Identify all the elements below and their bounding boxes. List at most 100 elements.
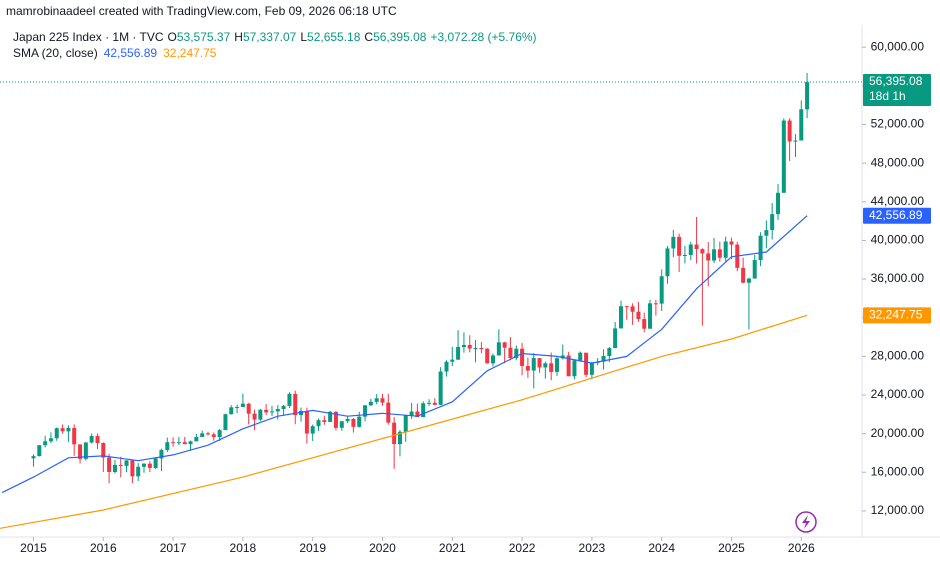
candle-body <box>217 430 222 438</box>
candle-body <box>310 426 315 434</box>
candle-body <box>525 366 530 371</box>
candle-body <box>281 405 286 409</box>
candle-body <box>333 411 338 428</box>
candle-body <box>712 249 717 261</box>
candle-body <box>502 342 507 348</box>
candle-body <box>130 460 135 477</box>
candle-body <box>287 393 292 406</box>
candle-body <box>584 352 589 375</box>
candle-body <box>246 403 251 414</box>
line-value-tag <box>863 207 931 224</box>
candle-body <box>601 355 606 362</box>
candle-body <box>54 428 59 439</box>
candle-body <box>240 403 245 407</box>
candle-body <box>630 306 635 312</box>
candle-body <box>572 360 577 377</box>
candle-body <box>200 433 205 438</box>
candle-body <box>531 358 536 371</box>
candle-body <box>793 140 798 142</box>
y-tick-label: 48,000.00 <box>871 155 925 169</box>
candle-body <box>758 235 763 261</box>
candle-body <box>270 411 275 413</box>
y-tick-label: 36,000.00 <box>871 271 925 285</box>
lightning-icon[interactable] <box>795 511 817 533</box>
candle-body <box>345 418 350 422</box>
candle-body <box>176 442 181 444</box>
candle-body <box>89 436 94 443</box>
candle-body <box>741 267 746 283</box>
symbol: Japan 225 Index · 1M · TVC <box>13 30 164 44</box>
candle-body <box>648 303 653 329</box>
candle-body <box>618 306 623 329</box>
candle-body <box>450 359 455 362</box>
candle-body <box>578 352 583 361</box>
candle-body <box>72 427 77 445</box>
candle-body <box>653 303 658 305</box>
candle-body <box>31 456 36 459</box>
candle-body <box>787 120 792 142</box>
candle-body <box>194 437 199 442</box>
candle-body <box>560 355 565 359</box>
candle-body <box>624 306 629 308</box>
candle-body <box>78 444 83 459</box>
candle-body <box>299 410 304 416</box>
candle-body <box>461 344 466 347</box>
candle-body <box>543 363 548 368</box>
candle-body <box>112 464 117 472</box>
change: +3,072.28 (+5.76%) <box>430 30 536 44</box>
candle-body <box>293 393 298 416</box>
candle-body <box>554 358 559 372</box>
credit: mamrobinaadeel created with TradingView.… <box>6 4 397 18</box>
price-tag <box>863 74 931 107</box>
candle-body <box>752 260 757 279</box>
x-tick-label: 2017 <box>160 541 187 555</box>
candle-body <box>409 411 414 416</box>
x-tick-label: 2026 <box>788 541 815 555</box>
y-tick-label: 52,000.00 <box>871 117 925 131</box>
candle-body <box>37 445 42 457</box>
candle-body <box>351 418 356 427</box>
candle-body <box>432 402 437 405</box>
candle-body <box>514 348 519 359</box>
candle-body <box>258 409 263 420</box>
candle-body <box>43 441 48 446</box>
candle-body <box>153 458 158 468</box>
candle-body <box>357 416 362 427</box>
candle-body <box>566 355 571 377</box>
x-tick-label: 2015 <box>20 541 47 555</box>
candle-body <box>205 433 210 435</box>
ohlc-value: 52,655.18 <box>307 30 361 44</box>
candle-body <box>392 422 397 445</box>
candle-body <box>380 398 385 403</box>
candle-body <box>83 442 88 459</box>
indicator-legend: SMA (20, close) 42,556.89 32,247.75 <box>13 46 217 60</box>
candle-body <box>444 361 449 372</box>
candle-body <box>235 406 240 408</box>
candle-body <box>467 344 472 349</box>
candle-body <box>339 421 344 428</box>
candle-body <box>642 319 647 329</box>
candle-body <box>700 249 705 254</box>
candle-body <box>229 407 234 415</box>
candle-body <box>671 236 676 249</box>
y-tick-label: 44,000.00 <box>871 194 925 208</box>
candle-body <box>363 405 368 417</box>
sma-line <box>0 314 808 529</box>
ohlc-header: Japan 225 Index · 1M · TVC O53,575.37 H57,… <box>13 30 537 44</box>
candle-body <box>490 355 495 364</box>
candle-body <box>717 249 722 258</box>
candle-body <box>508 347 513 359</box>
x-tick-label: 2022 <box>509 541 536 555</box>
candle-body <box>165 442 170 450</box>
candle-body <box>589 362 594 375</box>
candle-body <box>694 244 699 250</box>
candle-body <box>60 428 65 432</box>
candle-body <box>549 363 554 372</box>
candle-body <box>304 410 309 434</box>
y-tick-label: 28,000.00 <box>871 349 925 363</box>
candle-body <box>665 248 670 277</box>
sma-line <box>1 215 808 494</box>
x-tick-label: 2016 <box>90 541 117 555</box>
indicator-value: 42,556.89 <box>104 46 158 60</box>
